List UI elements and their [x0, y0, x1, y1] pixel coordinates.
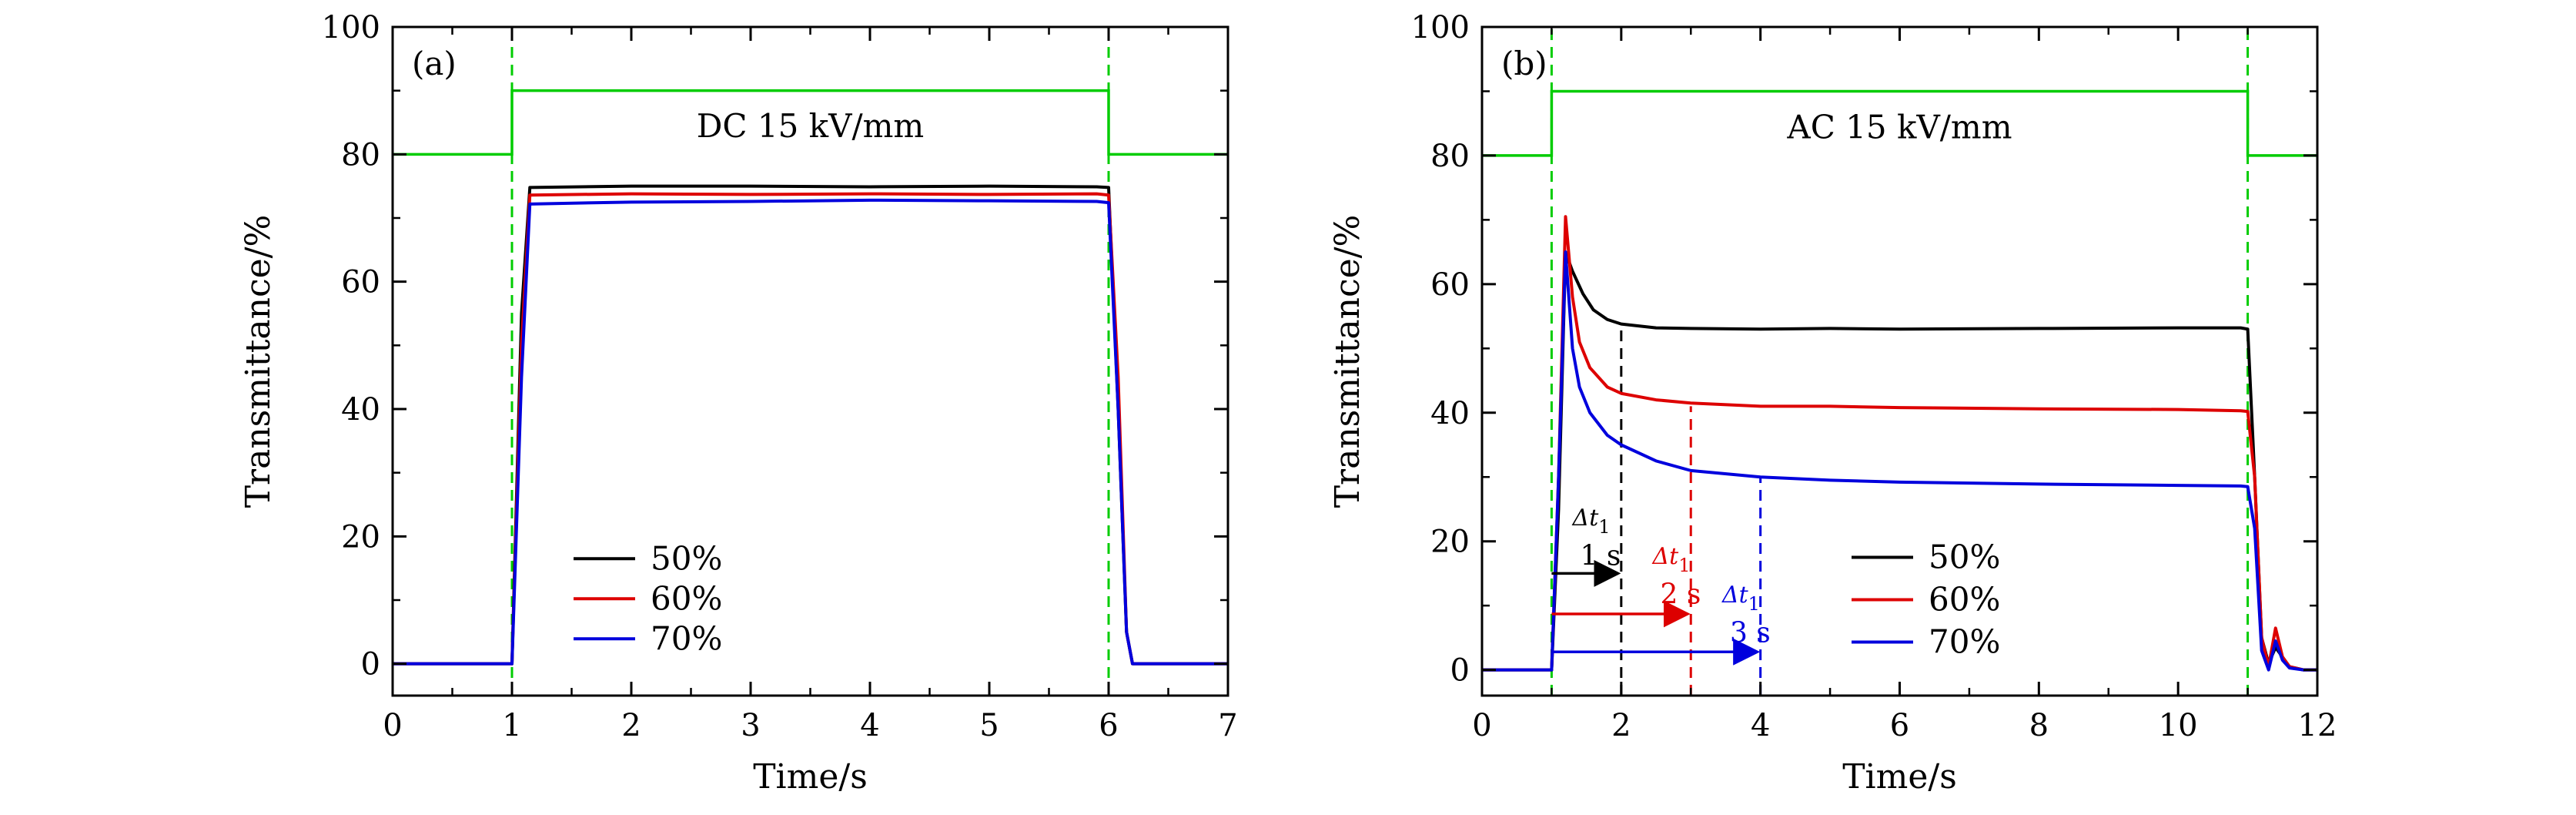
y-tick-label: 40	[341, 392, 380, 428]
delta-label: Δt1	[1652, 543, 1691, 576]
y-tick-label: 80	[341, 137, 380, 173]
y-axis-title: Transmittance/%	[1328, 215, 1367, 508]
series-line-60pct	[1482, 215, 2317, 672]
x-tick-label: 2	[621, 708, 641, 743]
delta-label: Δt1	[1721, 582, 1760, 615]
delta-value-label: 3 s	[1730, 618, 1771, 649]
x-tick-label: 8	[2029, 708, 2049, 743]
x-tick-label: 4	[1751, 708, 1770, 743]
legend-label: 60%	[651, 579, 722, 617]
chart-panel-1: 0 1 2 3 4 5 6 7 0 20 40 60 80 100 Time/s Transmittance/…	[239, 10, 1238, 797]
legend-label: 50%	[1929, 538, 2000, 576]
voltage-signal-line	[1482, 89, 2317, 157]
x-tick-label: 4	[860, 708, 879, 743]
delta-label: Δt1	[1572, 505, 1611, 538]
x-tick-label: 12	[2298, 708, 2337, 743]
field-annotation: DC 15 kV/mm	[697, 107, 925, 145]
delta-subscript: 1	[1598, 516, 1610, 538]
delta-value-label: 1 s	[1581, 541, 1621, 572]
x-axis-title: Time/s	[1842, 757, 1957, 797]
y-tick-label: 0	[1450, 653, 1470, 689]
series-line-70pct	[1482, 250, 2317, 672]
x-tick-label: 6	[1099, 708, 1118, 743]
y-tick-label: 20	[341, 519, 380, 555]
x-tick-label: 7	[1218, 708, 1237, 743]
x-tick-label: 0	[383, 708, 402, 743]
y-tick-label: 100	[322, 10, 380, 45]
delta-symbol: Δt	[1721, 582, 1749, 609]
y-tick-label: 80	[1430, 139, 1470, 174]
x-tick-label: 1	[502, 708, 521, 743]
y-tick-label: 60	[341, 265, 380, 300]
y-axis-title: Transmittance/%	[239, 215, 278, 508]
delta-subscript: 1	[1678, 555, 1690, 576]
x-tick-label: 2	[1611, 708, 1631, 743]
field-annotation: AC 15 kV/mm	[1786, 108, 2012, 146]
delta-subscript: 1	[1748, 593, 1760, 615]
series-line-60pct	[393, 192, 1228, 666]
x-axis-title: Time/s	[753, 757, 868, 797]
y-tick-label: 20	[1430, 525, 1470, 560]
delta-symbol: Δt	[1652, 543, 1680, 570]
y-tick-label: 40	[1430, 396, 1470, 431]
delta-symbol: Δt	[1572, 505, 1600, 532]
series-line-50pct	[1482, 250, 2317, 672]
y-tick-label: 100	[1411, 10, 1470, 45]
legend-label: 50%	[651, 539, 722, 577]
x-tick-label: 6	[1890, 708, 1909, 743]
x-tick-label: 10	[2159, 708, 2198, 743]
x-tick-label: 0	[1472, 708, 1491, 743]
delta-value-label: 2 s	[1661, 579, 1701, 611]
series-line-70pct	[393, 198, 1228, 666]
y-tick-label: 60	[1430, 267, 1470, 303]
legend-label: 70%	[1929, 623, 2000, 661]
x-tick-label: 3	[741, 708, 760, 743]
x-tick-label: 5	[979, 708, 999, 743]
voltage-signal-line	[393, 89, 1228, 156]
y-tick-label: 0	[361, 647, 380, 683]
legend-label: 60%	[1929, 581, 2000, 619]
panel-label: (a)	[412, 45, 457, 82]
legend-label: 70%	[651, 619, 722, 657]
panel-label: (b)	[1501, 45, 1547, 82]
